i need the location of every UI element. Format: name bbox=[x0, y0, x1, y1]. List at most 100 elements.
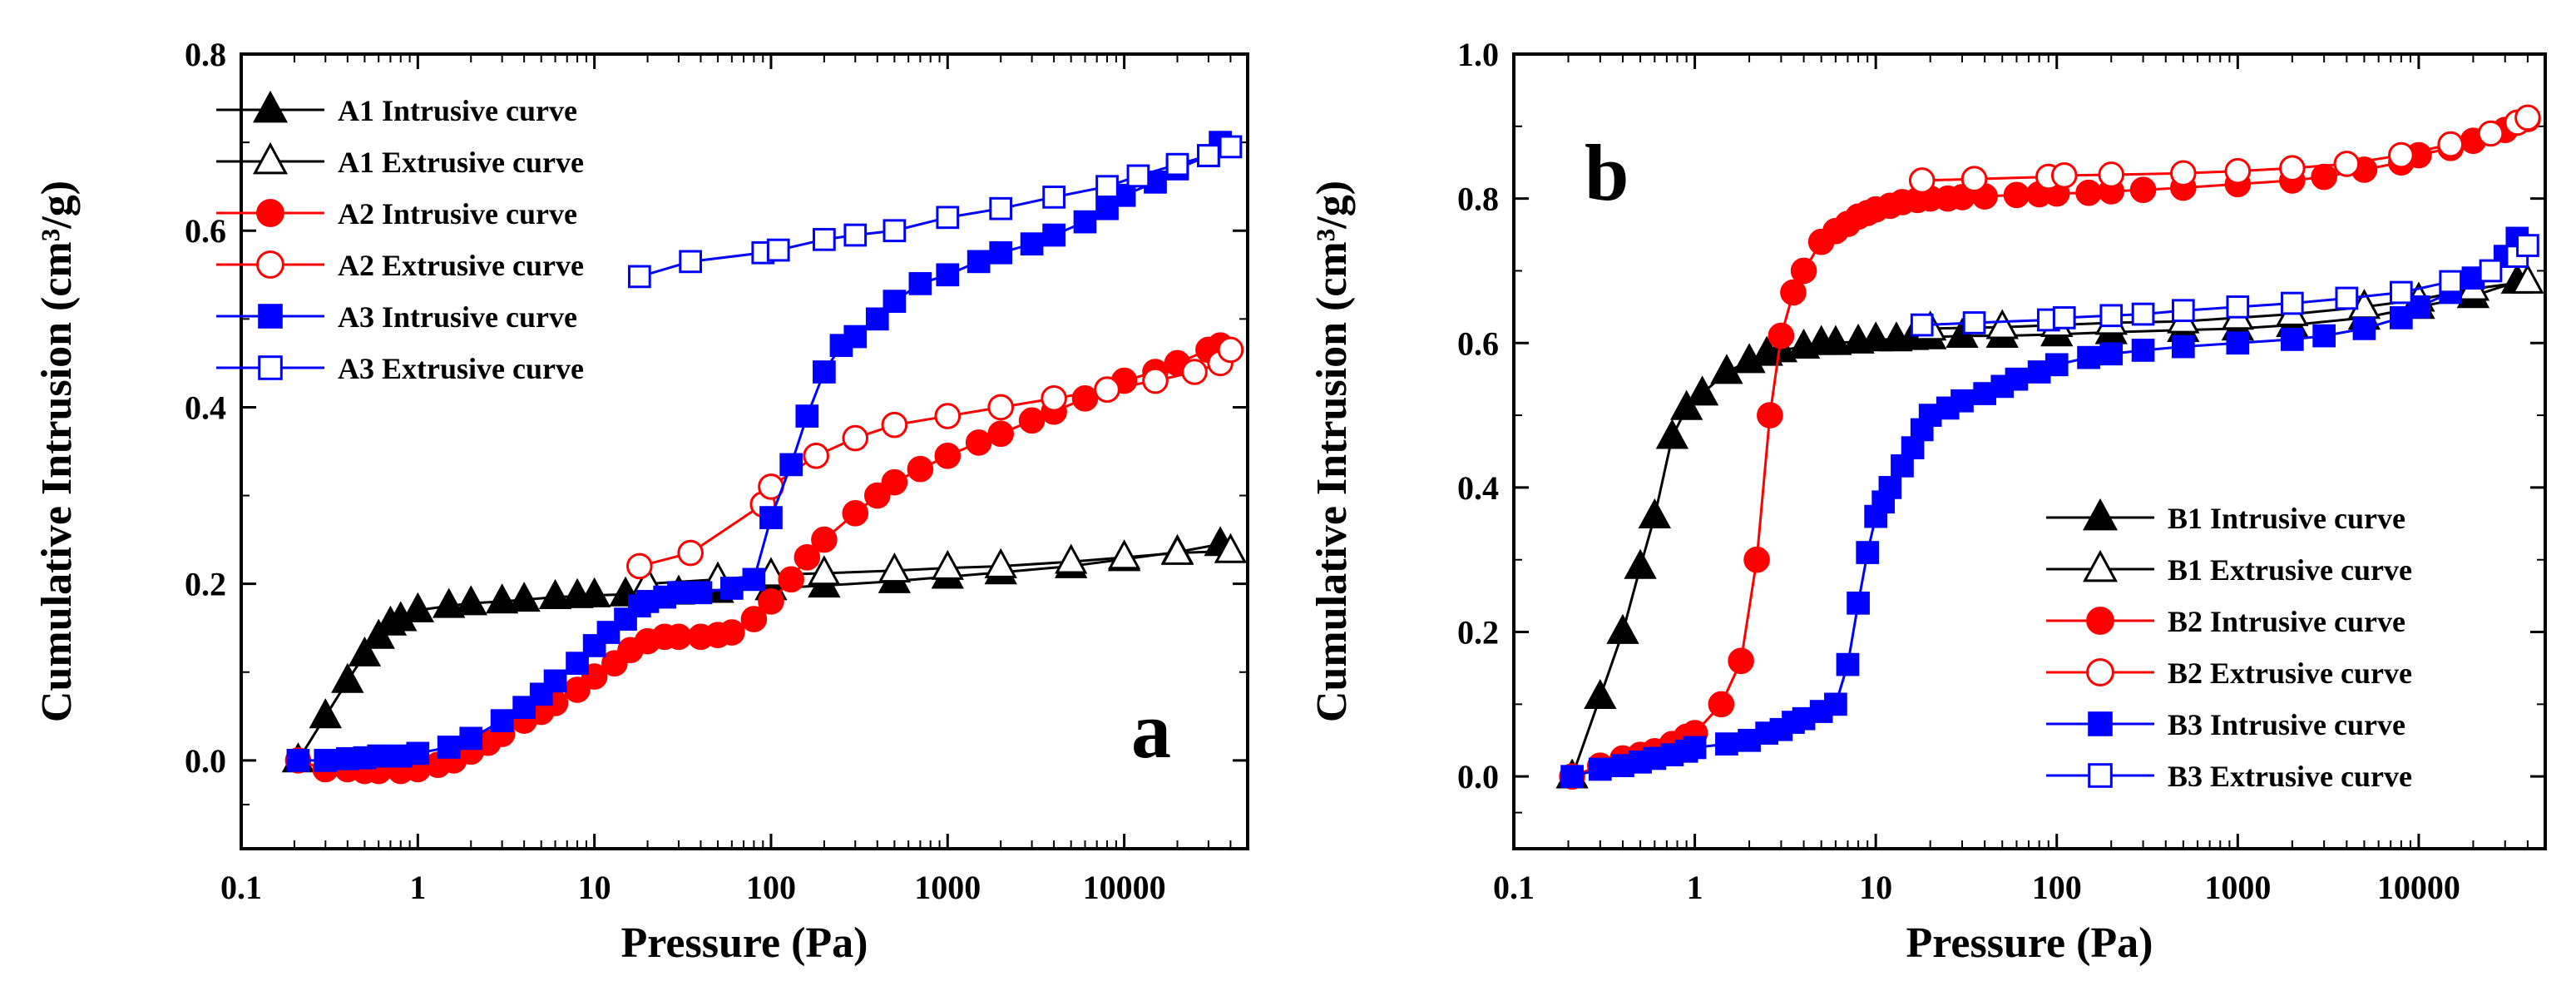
x-tick-label: 1000 bbox=[2204, 869, 2271, 906]
data-point bbox=[485, 583, 519, 614]
data-point bbox=[779, 453, 803, 477]
data-point bbox=[433, 587, 466, 618]
legend-label: B3 Extrusive curve bbox=[2168, 760, 2412, 793]
legend-marker bbox=[2082, 549, 2119, 582]
legend-label: B3 Intrusive curve bbox=[2168, 708, 2405, 741]
data-point bbox=[1638, 498, 1671, 529]
data-point bbox=[1042, 186, 1066, 209]
data-point bbox=[2388, 141, 2415, 169]
data-point bbox=[1160, 534, 1194, 565]
data-point bbox=[2333, 151, 2361, 177]
data-point bbox=[1859, 321, 1892, 352]
legend-marker bbox=[258, 304, 283, 329]
data-point bbox=[1685, 375, 1719, 406]
data-point bbox=[843, 223, 868, 247]
data-point bbox=[1819, 325, 1852, 355]
y-tick-label: 0.6 bbox=[185, 212, 226, 250]
data-point bbox=[934, 403, 962, 429]
data-point bbox=[842, 424, 869, 452]
data-point bbox=[719, 619, 745, 646]
data-point bbox=[965, 429, 992, 456]
data-point bbox=[2279, 155, 2306, 181]
legend-marker bbox=[2088, 711, 2113, 736]
x-tick-label: 0.1 bbox=[1493, 869, 1535, 906]
x-tick-label: 1 bbox=[409, 869, 426, 906]
series-b1-intrusive-curve bbox=[1555, 263, 2534, 789]
data-point bbox=[331, 662, 364, 693]
data-point bbox=[803, 443, 829, 469]
legend: B1 Intrusive curve B1 Extrusive curve B2 I… bbox=[2046, 498, 2412, 793]
data-point bbox=[667, 581, 690, 605]
data-point bbox=[2514, 104, 2541, 131]
data-point bbox=[881, 468, 908, 496]
data-point bbox=[1197, 144, 1220, 167]
panel-label: b bbox=[1585, 128, 1629, 217]
data-point bbox=[2226, 295, 2250, 319]
x-axis-title: Pressure (Pa) bbox=[621, 919, 868, 967]
data-point bbox=[2052, 306, 2076, 330]
y-tick-label: 0.8 bbox=[185, 36, 226, 73]
data-point bbox=[689, 581, 713, 605]
y-tick-label: 0.4 bbox=[185, 389, 226, 426]
x-tick-label: 1000 bbox=[914, 869, 981, 906]
data-point bbox=[679, 250, 703, 274]
x-tick-label: 100 bbox=[746, 869, 796, 906]
data-point bbox=[577, 577, 611, 607]
x-tick-label: 10 bbox=[1859, 869, 1892, 906]
data-point bbox=[989, 196, 1013, 220]
data-point bbox=[1790, 257, 1817, 285]
chart-panel-b: 0.1 1 10 100 1000 10000 0.0 0.2 0.4 0.6 0.8 1.0 Pres… bbox=[1308, 36, 2547, 967]
y-tick-label: 0.4 bbox=[1457, 469, 1499, 507]
data-point bbox=[989, 240, 1013, 265]
data-point bbox=[1165, 152, 1189, 176]
data-point bbox=[2280, 291, 2304, 315]
data-point bbox=[720, 577, 744, 600]
data-point bbox=[881, 411, 908, 439]
data-point bbox=[2099, 304, 2124, 328]
data-point bbox=[677, 539, 704, 567]
data-point bbox=[1824, 692, 1847, 716]
panel-label: a bbox=[1131, 686, 1171, 775]
data-point bbox=[2335, 286, 2359, 310]
data-point bbox=[987, 394, 1014, 421]
legend-marker bbox=[2086, 658, 2114, 686]
data-point bbox=[543, 669, 567, 693]
y-tick-label: 0.6 bbox=[1457, 325, 1499, 362]
series-b3-extrusive-curve bbox=[1910, 234, 2539, 337]
data-point bbox=[987, 420, 1014, 448]
series-line bbox=[298, 141, 1222, 762]
data-point bbox=[1768, 322, 1795, 349]
data-point bbox=[2099, 342, 2124, 366]
data-point bbox=[1908, 167, 1936, 194]
data-point bbox=[1910, 313, 1934, 337]
series-b3-intrusive-curve bbox=[1560, 226, 2529, 789]
data-point bbox=[459, 726, 483, 751]
data-point bbox=[934, 443, 962, 469]
series-line bbox=[1921, 245, 2529, 327]
data-point bbox=[1073, 210, 1097, 234]
data-point bbox=[348, 636, 382, 666]
data-point bbox=[1878, 476, 1902, 499]
data-point bbox=[538, 578, 572, 609]
legend-marker bbox=[258, 355, 283, 380]
legend-marker bbox=[252, 90, 289, 123]
legend-label: A3 Intrusive curve bbox=[338, 300, 577, 334]
data-point bbox=[2479, 259, 2503, 283]
data-point bbox=[2437, 131, 2465, 158]
data-point bbox=[863, 482, 891, 509]
legend-marker bbox=[252, 141, 289, 175]
legend-label: B1 Intrusive curve bbox=[2168, 502, 2405, 535]
data-point bbox=[2311, 163, 2337, 191]
data-point bbox=[2050, 162, 2078, 189]
data-point bbox=[2224, 157, 2252, 185]
data-point bbox=[627, 265, 651, 289]
data-point bbox=[507, 582, 541, 612]
data-point bbox=[2170, 160, 2197, 187]
chart-panel-a: 0.1 1 10 100 1000 10000 0.0 0.2 0.4 0.6 0.8 Pressur… bbox=[33, 36, 1249, 967]
data-point bbox=[1042, 223, 1066, 247]
data-point bbox=[2477, 120, 2504, 147]
data-point bbox=[626, 552, 653, 580]
data-point bbox=[1181, 359, 1208, 385]
data-point bbox=[984, 548, 1017, 578]
